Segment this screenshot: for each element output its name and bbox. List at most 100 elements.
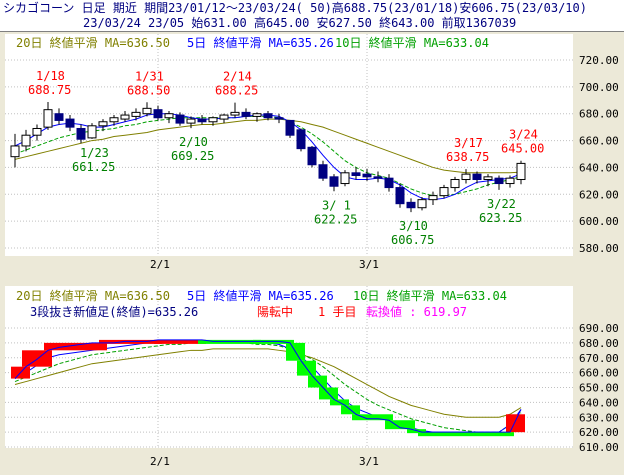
- candle: [197, 115, 207, 125]
- candle-body-down: [351, 172, 361, 176]
- ma10-line: [14, 342, 522, 433]
- legend-ma5-top: 5日 終値平滑 MA=635.26: [187, 35, 334, 50]
- y-tick-label: 600.00: [579, 215, 619, 228]
- candle-body-up: [219, 114, 229, 120]
- y-tick-label: 660.00: [579, 135, 619, 148]
- annotation-value: 661.25: [72, 160, 115, 174]
- annotation-date: 1/18: [36, 69, 65, 83]
- candle-body-up: [164, 113, 174, 119]
- candle: [395, 183, 405, 208]
- threeline-block-up: [506, 414, 525, 433]
- legend-ma10-bottom: 10日 終値平滑 MA=633.04: [353, 288, 507, 303]
- candle-body-down: [54, 113, 64, 121]
- candle: [98, 119, 108, 132]
- candle: [263, 111, 273, 121]
- candle: [417, 196, 427, 211]
- candle: [428, 191, 438, 206]
- threeline-block-down: [352, 414, 393, 421]
- candle: [362, 168, 372, 181]
- annotation-date: 3/ 1: [322, 198, 351, 212]
- candle-y-axis: 720.00 700.00 680.00 660.00 640.00 620.00 600.…: [579, 54, 619, 255]
- candle-panel: 20日 終値平滑 MA=636.50 5日 終値平滑 MA=635.26 10日…: [5, 34, 619, 271]
- annotation-value: 688.25: [215, 84, 258, 98]
- threeline-panel: 20日 終値平滑 MA=636.50 5日 終値平滑 MA=635.26 10日…: [5, 286, 619, 468]
- y-tick-label: 650.00: [579, 382, 619, 395]
- candle: [494, 175, 504, 190]
- chart-header: シカゴコーン 日足 期近 期間23/01/12～23/03/24( 50)高68…: [0, 0, 624, 16]
- annotation-date: 2/14: [223, 70, 252, 84]
- candle: [252, 112, 262, 122]
- header-period-text: シカゴコーン 日足 期近 期間23/01/12～23/03/24( 50)高68…: [3, 1, 587, 15]
- candle-body-down: [285, 119, 295, 136]
- candle-body-down: [373, 176, 383, 179]
- y-tick-label: 700.00: [579, 81, 619, 94]
- threeline-block-down: [253, 339, 294, 344]
- candle: [54, 108, 64, 125]
- x-tick-label: 3/1: [359, 258, 379, 271]
- candle: [208, 116, 218, 126]
- threeline-turn-value: 転換値 : 619.97: [366, 304, 467, 319]
- threeline-block-down: [385, 420, 415, 430]
- candle: [219, 113, 229, 124]
- threeline-grid: [5, 286, 573, 448]
- candle: [142, 102, 152, 117]
- threeline-block-up: [99, 339, 162, 344]
- candle: [153, 105, 163, 121]
- threeline-block-down: [198, 339, 261, 344]
- candle-body-down: [296, 129, 306, 150]
- candle: [76, 124, 86, 144]
- candle-body-up: [131, 111, 141, 117]
- threeline-count: 1 手目: [318, 305, 356, 319]
- candle: [329, 174, 339, 192]
- x-tick-label: 3/1: [359, 455, 379, 468]
- candle: [43, 101, 53, 130]
- candle-body-up: [43, 109, 53, 128]
- candle-body-down: [362, 173, 372, 178]
- candle: [109, 115, 119, 126]
- threeline-label: 3段抜き新値足(終値)=635.26: [30, 304, 198, 319]
- annotation-value: 638.75: [446, 150, 489, 164]
- annotation-value: 688.50: [127, 83, 170, 97]
- candle-body-down: [384, 177, 394, 189]
- x-tick-label: 2/1: [150, 455, 170, 468]
- candle: [87, 123, 97, 139]
- candle: [351, 167, 361, 180]
- annotation-date: 3/10: [399, 219, 428, 233]
- candle: [296, 128, 306, 152]
- threeline-x-axis: 2/1 3/1: [150, 455, 379, 468]
- candle-body-up: [252, 113, 262, 117]
- candle-body-down: [65, 118, 75, 128]
- y-tick-label: 620.00: [579, 426, 619, 439]
- annotation-date: 3/17: [454, 136, 483, 150]
- legend-ma5-bottom: 5日 終値平滑 MA=635.26: [187, 288, 334, 303]
- annotation-date: 3/22: [487, 197, 516, 211]
- annotation-value: 645.00: [501, 142, 544, 156]
- candle-body-down: [472, 173, 482, 181]
- annotation-value: 606.75: [391, 233, 434, 247]
- candle: [505, 175, 515, 188]
- legend-ma20-top: 20日 終値平滑 MA=636.50: [16, 35, 170, 50]
- candle-body-up: [208, 117, 218, 123]
- legend-ma20-bottom: 20日 終値平滑 MA=636.50: [16, 288, 170, 303]
- candle: [32, 124, 42, 141]
- threeline-value-polyline: [14, 339, 522, 433]
- candle: [274, 113, 284, 124]
- threeline-block-up: [44, 342, 107, 351]
- candle: [65, 115, 75, 132]
- candle-body-up: [439, 187, 449, 197]
- candle: [483, 174, 493, 187]
- candle: [472, 171, 482, 184]
- candle-body-up: [340, 172, 350, 185]
- annotation-value: 622.25: [314, 212, 357, 226]
- candle: [450, 176, 460, 192]
- candle: [120, 111, 130, 122]
- candle-body-up: [32, 127, 42, 136]
- candle-series: [10, 101, 526, 213]
- ohlc-header: 23/03/24 23/05 始631.00 高645.00 安627.50 終…: [0, 16, 624, 32]
- candle-body-up: [516, 162, 526, 181]
- annotation-value: 688.75: [28, 83, 71, 97]
- candle-body-up: [461, 173, 471, 181]
